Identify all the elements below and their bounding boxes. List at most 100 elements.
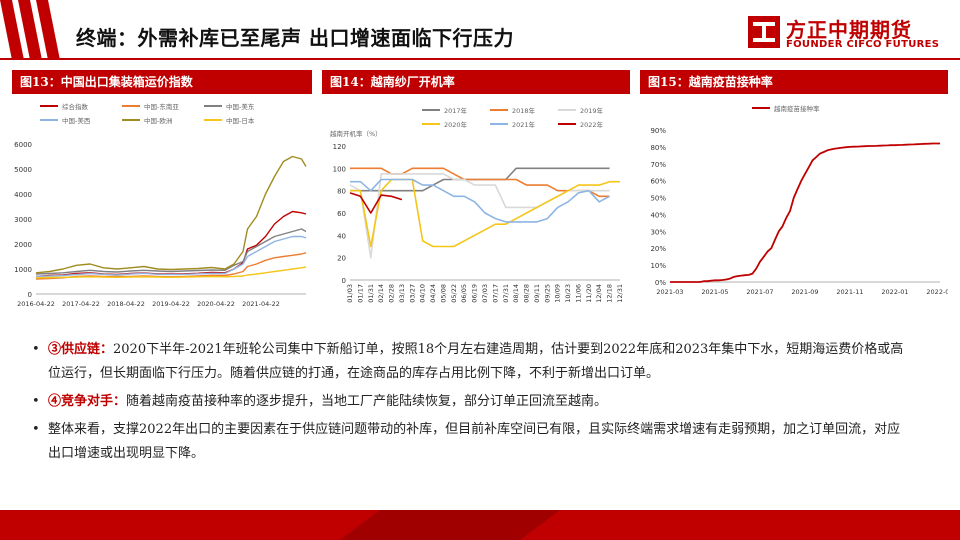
x-tick-label: 04/24: [429, 284, 437, 303]
x-tick-label: 04/10: [419, 284, 427, 303]
legend-label: 中国-日本: [226, 116, 255, 125]
x-tick-label: 06/05: [460, 284, 468, 303]
bullet-highlight: ③供应链：: [48, 342, 114, 357]
y-tick-label: 90%: [650, 127, 666, 135]
series-line: [35, 155, 307, 274]
series-line: [349, 192, 403, 214]
bullet-marker: •: [32, 342, 40, 357]
y-tick-label: 80%: [650, 144, 666, 152]
x-tick-label: 01/31: [367, 284, 375, 303]
y-tick-label: 6000: [14, 141, 32, 149]
bullet-text: 随着越南疫苗接种率的逐步提升，当地工厂产能陆续恢复，部分订单正回流至越南。: [126, 394, 608, 409]
x-tick-label: 08/28: [523, 284, 531, 303]
x-tick-label: 01/17: [356, 284, 364, 303]
x-tick-label: 11/20: [585, 284, 593, 303]
y-tick-label: 50%: [650, 195, 666, 203]
page-title: 终端：外需补库已至尾声 出口增速面临下行压力: [76, 26, 514, 50]
x-tick-label: 12/31: [616, 284, 624, 303]
x-tick-label: 2018-04-22: [107, 300, 145, 306]
x-tick-label: 12/18: [606, 284, 614, 303]
x-tick-label: 2021-04-22: [242, 300, 280, 306]
y-tick-label: 0: [342, 277, 346, 285]
chart13-heading: 图13：中国出口集装箱运价指数: [12, 70, 312, 94]
bullet-text: 2020下半年-2021年班轮公司集中下新船订单，按照18个月左右建造周期，估计…: [48, 342, 904, 381]
legend-label: 中国-东南亚: [144, 102, 179, 111]
logo-english-name: FOUNDER CIFCO FUTURES: [786, 39, 940, 50]
x-tick-label: 07/17: [491, 284, 499, 303]
series-line: [35, 266, 307, 279]
x-tick-label: 07/31: [502, 284, 510, 303]
chart14-vietnam-spinning-rate: 2017年 2018年 2019年 2020年 2021年 2022年 0 20 40 60 80 1…: [330, 106, 624, 303]
bullet-marker: •: [32, 394, 40, 409]
legend-label: 2021年: [512, 120, 536, 129]
bullet-supply-chain: • ③供应链：2020下半年-2021年班轮公司集中下新船订单，按照18个月左右…: [30, 338, 910, 386]
bullet-highlight: ④竞争对手：: [48, 394, 127, 409]
y-tick-label: 4000: [14, 191, 32, 199]
x-tick-label: 05/08: [439, 284, 447, 303]
header-stripes-decoration: [0, 0, 60, 60]
y-tick-label: 60%: [650, 178, 666, 186]
y-tick-label: 2000: [14, 241, 32, 249]
x-tick-label: 07/03: [481, 284, 489, 303]
y-tick-label: 40%: [650, 211, 666, 219]
series-line: [670, 142, 940, 283]
legend-label: 越南疫苗接种率: [774, 104, 820, 113]
x-tick-label: 02/14: [377, 284, 385, 303]
chart15-vietnam-vaccination-rate: 越南疫苗接种率 0% 10% 20% 30% 40% 50% 60% 70% 80% 90% 2021…: [650, 104, 948, 296]
x-tick-label: 10/23: [564, 284, 572, 303]
series-line: [35, 252, 307, 280]
y-tick-label: 60: [337, 210, 346, 218]
chart14-heading: 图14：越南纱厂开机率: [322, 70, 630, 94]
chart15-heading: 图15：越南疫苗接种率: [640, 70, 948, 94]
legend-label: 2017年: [444, 106, 468, 115]
logo-mark-icon: [748, 16, 780, 48]
x-tick-label: 03/27: [408, 284, 416, 303]
x-tick-label: 2021-03: [656, 288, 683, 296]
x-tick-label: 2021-11: [836, 288, 863, 296]
legend-label: 中国-美东: [226, 102, 255, 111]
x-tick-label: 02/28: [388, 284, 396, 303]
legend-label: 2022年: [580, 120, 604, 129]
x-tick-label: 11/06: [574, 284, 582, 303]
bullet-competitor: • ④竞争对手：随着越南疫苗接种率的逐步提升，当地工厂产能陆续恢复，部分订单正回…: [30, 390, 910, 414]
y-tick-label: 0%: [655, 279, 666, 287]
y-tick-label: 0: [28, 291, 32, 299]
y-tick-label: 30%: [650, 228, 666, 236]
x-tick-label: 2017-04-22: [62, 300, 100, 306]
series-line: [35, 228, 307, 275]
x-tick-label: 08/14: [512, 284, 520, 303]
y-tick-label: 100: [333, 165, 346, 173]
company-logo: 方正中期期货 FOUNDER CIFCO FUTURES: [748, 12, 940, 56]
bullet-marker: •: [32, 422, 40, 437]
legend-label: 中国-欧洲: [144, 116, 172, 125]
x-tick-label: 2021-09: [791, 288, 818, 296]
x-tick-label: 05/22: [450, 284, 458, 303]
legend-label: 2020年: [444, 120, 468, 129]
x-tick-label: 2020-04-22: [197, 300, 235, 306]
x-tick-label: 2022-03: [926, 288, 948, 296]
y-tick-label: 20: [337, 255, 346, 263]
y-tick-label: 80: [337, 188, 346, 196]
series-line: [35, 235, 307, 278]
y-tick-label: 1000: [14, 266, 32, 274]
legend-label: 综合指数: [62, 102, 89, 111]
x-tick-label: 03/13: [398, 284, 406, 303]
x-tick-label: 09/11: [533, 284, 541, 303]
x-tick-label: 09/25: [543, 284, 551, 303]
legend-label: 2019年: [580, 106, 604, 115]
y-tick-label: 70%: [650, 161, 666, 169]
y-tick-label: 40: [337, 232, 346, 240]
y-tick-label: 5000: [14, 166, 32, 174]
x-tick-label: 2021-05: [701, 288, 728, 296]
x-tick-label: 2019-04-22: [152, 300, 190, 306]
logo-chinese-name: 方正中期期货: [786, 18, 912, 42]
y-tick-label: 10%: [650, 262, 666, 270]
x-tick-label: 2016-04-22: [17, 300, 55, 306]
y-tick-label: 120: [333, 143, 346, 151]
x-tick-label: 01/03: [346, 284, 354, 303]
legend-label: 中国-美西: [62, 116, 91, 125]
y-tick-label: 20%: [650, 245, 666, 253]
bullet-text: 整体来看，支撑2022年出口的主要因素在于供应链问题带动的补库，但目前补库空间已…: [48, 422, 901, 461]
x-tick-label: 10/09: [554, 284, 562, 303]
